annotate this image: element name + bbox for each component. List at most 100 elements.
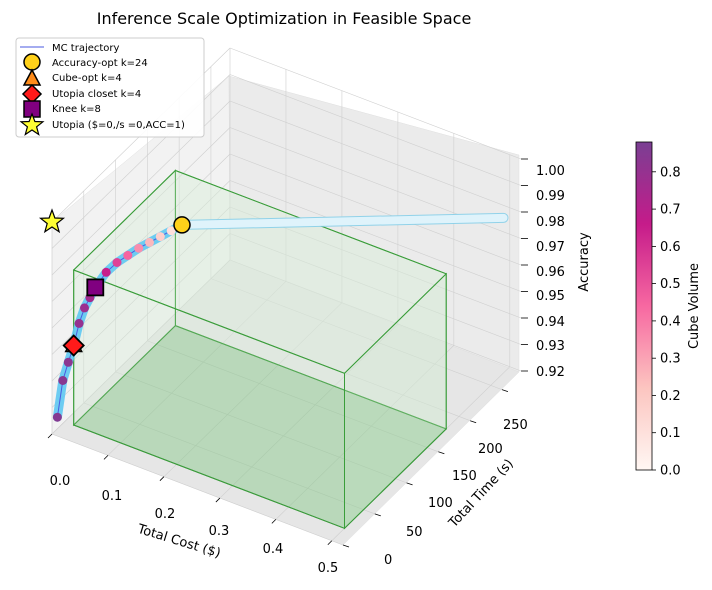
colorbar-tick-label: 0.0 [660,464,681,479]
colorbar-tick-label: 0.6 [660,240,681,255]
trajectory-point [80,303,89,313]
x-tick-label: 0.3 [209,524,230,539]
z-tick-label: 0.98 [536,215,565,230]
grid-line [163,302,343,477]
y-tick-mark [406,482,413,486]
colorbar-tick-label: 0.8 [660,165,681,180]
y-tick-mark [470,420,477,424]
chart-title: Inference Scale Optimization in Feasible… [97,9,472,28]
x-tick-label: 0.0 [50,474,71,489]
legend-circle-marker [23,53,41,71]
grid-line [147,340,439,453]
colorbar-tick-label: 0.1 [660,426,681,441]
z-tick-label: 0.99 [536,189,565,204]
colorbar: 0.0 0.1 0.2 0.3 0.4 0.5 0.6 0.7 0.8 Cube Volume [635,141,702,479]
utopia-marker [38,208,66,234]
x-tick-label: 0.4 [263,542,284,557]
grid-line [51,233,231,408]
y-tick-label: 0 [384,553,392,568]
y-tick-mark [438,451,445,455]
grid-line [229,100,522,213]
colorbar-tick-label: 0.4 [660,314,681,329]
grid-line [51,127,231,302]
trajectory-point [52,412,62,422]
box-front-face [73,269,345,530]
accuracy-opt-marker [173,216,191,234]
y-tick-label: 50 [406,525,423,540]
grid-line [229,180,522,292]
grid-line [219,323,399,499]
x-tick-label: 0.1 [102,489,123,504]
grid-line [83,402,375,515]
grid-line [229,153,522,266]
trajectory-point [112,258,122,267]
x-tick-mark [103,455,109,460]
grid-line [210,278,503,390]
x-tick-label: 0.2 [155,507,176,522]
axis-ticks: 0.0 0.1 0.2 0.3 0.4 0.5 0 50 100 150 200… [50,164,565,576]
z-axis-label: Accuracy [577,232,592,292]
utopia-closest-marker [62,334,85,357]
y-tick-mark [374,513,381,517]
y-tick-label: 200 [478,442,503,457]
z-tick-label: 0.96 [536,265,565,280]
grid-line [51,153,231,329]
x-tick-mark [271,519,277,524]
colorbar-tick-label: 0.2 [660,389,681,404]
colorbar-tick-label: 0.7 [660,203,681,218]
grid-line [229,259,522,372]
colorbar-tick-label: 0.5 [660,277,681,292]
grid-line [51,259,231,435]
y-tick-label: 100 [428,496,453,511]
trajectory-point [155,232,165,242]
knee-marker [86,278,105,297]
z-tick-label: 0.92 [536,365,565,380]
legend: MC trajectory Accuracy-opt k=24 Cube-opt… [15,37,205,138]
legend-frame [15,37,205,138]
highlight-markers [38,208,191,357]
z-tick-label: 1.00 [536,164,565,179]
legend-label: MC trajectory [52,43,120,54]
grid-line [107,281,287,456]
feasible-box [72,169,448,530]
y-axis-label: Total Time (s) [445,457,516,532]
y-tick-label: 250 [503,418,528,433]
legend-label: Knee k=8 [52,104,101,115]
gridlines [47,47,528,548]
x-tick-mark [159,476,165,481]
colorbar-ticks: 0.0 0.1 0.2 0.3 0.4 0.5 0.6 0.7 0.8 [652,165,681,479]
y-tick-mark [501,389,509,393]
y-tick-mark [342,544,350,548]
x-tick-mark [47,433,53,439]
y-tick-label: 150 [452,469,477,484]
colorbar-label: Cube Volume [687,263,702,349]
grid-line [275,345,455,520]
x-tick-mark [215,497,221,503]
colorbar-gradient [635,141,653,471]
legend-label: Utopia closet k=4 [52,89,141,100]
legend-label: Cube-opt k=4 [52,73,122,84]
grid-line [229,233,522,345]
trajectory-point [101,267,111,277]
trajectory-point [134,243,144,253]
legend-star-marker [19,112,45,136]
x-tick-label: 0.5 [318,561,339,576]
trajectory-point [166,226,176,236]
trajectory-point [63,357,73,367]
z-tick-label: 0.94 [536,315,565,330]
trajectory-tube [178,213,508,229]
z-tick-label: 0.97 [536,240,565,255]
grid-line [229,74,522,186]
trajectory-point [74,318,84,328]
z-tick-label: 0.93 [536,339,565,354]
legend-label: Accuracy-opt k=24 [52,58,148,69]
grid-line [51,433,344,546]
colorbar-tick-label: 0.3 [660,352,681,367]
trajectory-point [145,237,154,247]
legend-label: Utopia ($=0,/s =0,ACC=1) [52,120,185,131]
grid-line [229,47,522,160]
trajectory-point [123,250,133,260]
grid-line [115,371,407,484]
x-tick-mark [327,540,333,546]
